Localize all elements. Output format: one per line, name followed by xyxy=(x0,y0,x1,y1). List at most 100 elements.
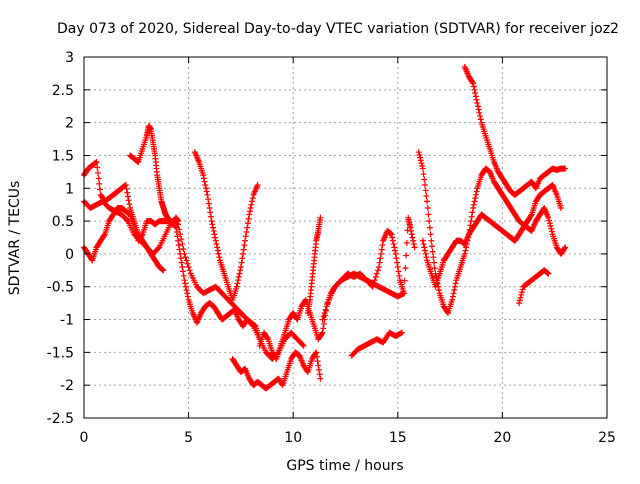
data-point xyxy=(417,157,424,164)
data-point xyxy=(210,227,217,234)
data-point xyxy=(398,329,405,336)
data-point xyxy=(212,234,219,241)
data-point xyxy=(321,309,328,316)
data-point xyxy=(235,273,242,280)
data-point xyxy=(126,201,133,208)
data-point xyxy=(423,192,430,199)
data-point xyxy=(175,218,182,225)
data-point xyxy=(180,268,187,275)
data-point xyxy=(239,250,246,257)
data-point xyxy=(238,259,245,266)
data-point xyxy=(420,171,427,178)
data-point xyxy=(235,277,242,284)
data-point xyxy=(428,237,435,244)
y-axis-label: SDTVAR / TECUs xyxy=(7,181,23,296)
data-point xyxy=(249,322,256,329)
data-point xyxy=(435,287,442,294)
data-point xyxy=(182,280,189,287)
data-point xyxy=(451,283,458,290)
data-point xyxy=(248,201,255,208)
data-point xyxy=(302,297,309,304)
data-point xyxy=(389,237,396,244)
data-point xyxy=(376,259,383,266)
data-point xyxy=(182,283,189,290)
series-track-i xyxy=(319,214,418,323)
data-point xyxy=(249,195,256,202)
y-tick-label: -2.5 xyxy=(47,411,74,427)
data-point xyxy=(417,154,424,161)
data-point xyxy=(422,250,429,257)
series-track-g xyxy=(256,270,408,362)
data-point xyxy=(316,371,323,378)
data-point xyxy=(272,354,279,361)
data-point xyxy=(468,218,475,225)
data-point xyxy=(246,208,253,215)
data-point xyxy=(424,204,431,211)
data-point xyxy=(475,106,482,113)
series-track-d xyxy=(127,122,182,228)
data-point xyxy=(237,264,244,271)
data-point xyxy=(409,234,416,241)
data-point xyxy=(557,204,564,211)
data-point xyxy=(320,325,327,332)
data-point xyxy=(419,165,426,172)
data-point xyxy=(319,329,326,336)
data-point xyxy=(402,265,409,272)
x-tick-label: 15 xyxy=(389,430,407,446)
y-tick-label: -2 xyxy=(60,378,74,394)
series-track-c xyxy=(81,198,307,362)
data-point xyxy=(240,246,247,253)
y-tick-label: 0.5 xyxy=(52,214,74,230)
data-point xyxy=(393,255,400,262)
data-point xyxy=(379,242,386,249)
data-point xyxy=(200,172,207,179)
data-point xyxy=(209,221,216,228)
data-point xyxy=(264,335,271,342)
data-point xyxy=(473,188,480,195)
data-point xyxy=(471,198,478,205)
data-point xyxy=(449,293,456,300)
data-point xyxy=(419,162,426,169)
data-point xyxy=(184,290,191,297)
data-point xyxy=(372,273,379,280)
data-point xyxy=(392,250,399,257)
series-track-e xyxy=(191,149,261,303)
y-tick-label: 0 xyxy=(65,247,74,263)
data-point xyxy=(201,178,208,185)
data-point xyxy=(101,232,108,239)
data-point xyxy=(96,180,103,187)
data-point xyxy=(246,211,253,218)
data-point xyxy=(312,350,319,357)
data-point xyxy=(415,149,422,156)
data-point xyxy=(421,176,428,183)
data-point xyxy=(207,213,214,220)
data-point xyxy=(236,270,243,277)
data-point xyxy=(233,283,240,290)
data-point xyxy=(431,265,438,272)
data-point xyxy=(424,198,431,205)
data-point xyxy=(374,267,381,274)
data-point xyxy=(410,241,417,248)
data-point xyxy=(546,217,553,224)
data-points xyxy=(81,63,569,392)
data-point xyxy=(211,231,218,238)
data-point xyxy=(300,342,307,349)
data-point xyxy=(449,296,456,303)
data-point xyxy=(545,270,552,277)
data-point xyxy=(474,99,481,106)
data-point xyxy=(318,330,325,337)
data-point xyxy=(184,260,191,267)
data-point xyxy=(527,212,534,219)
data-point xyxy=(206,204,213,211)
data-point xyxy=(124,189,131,196)
data-point xyxy=(313,349,320,356)
x-tick-label: 5 xyxy=(184,430,193,446)
data-point xyxy=(178,259,185,266)
y-tick-label: -1 xyxy=(60,313,74,329)
data-point xyxy=(93,159,100,166)
data-point xyxy=(452,280,459,287)
data-point xyxy=(421,181,428,188)
data-point xyxy=(371,277,378,284)
data-point xyxy=(279,381,286,388)
